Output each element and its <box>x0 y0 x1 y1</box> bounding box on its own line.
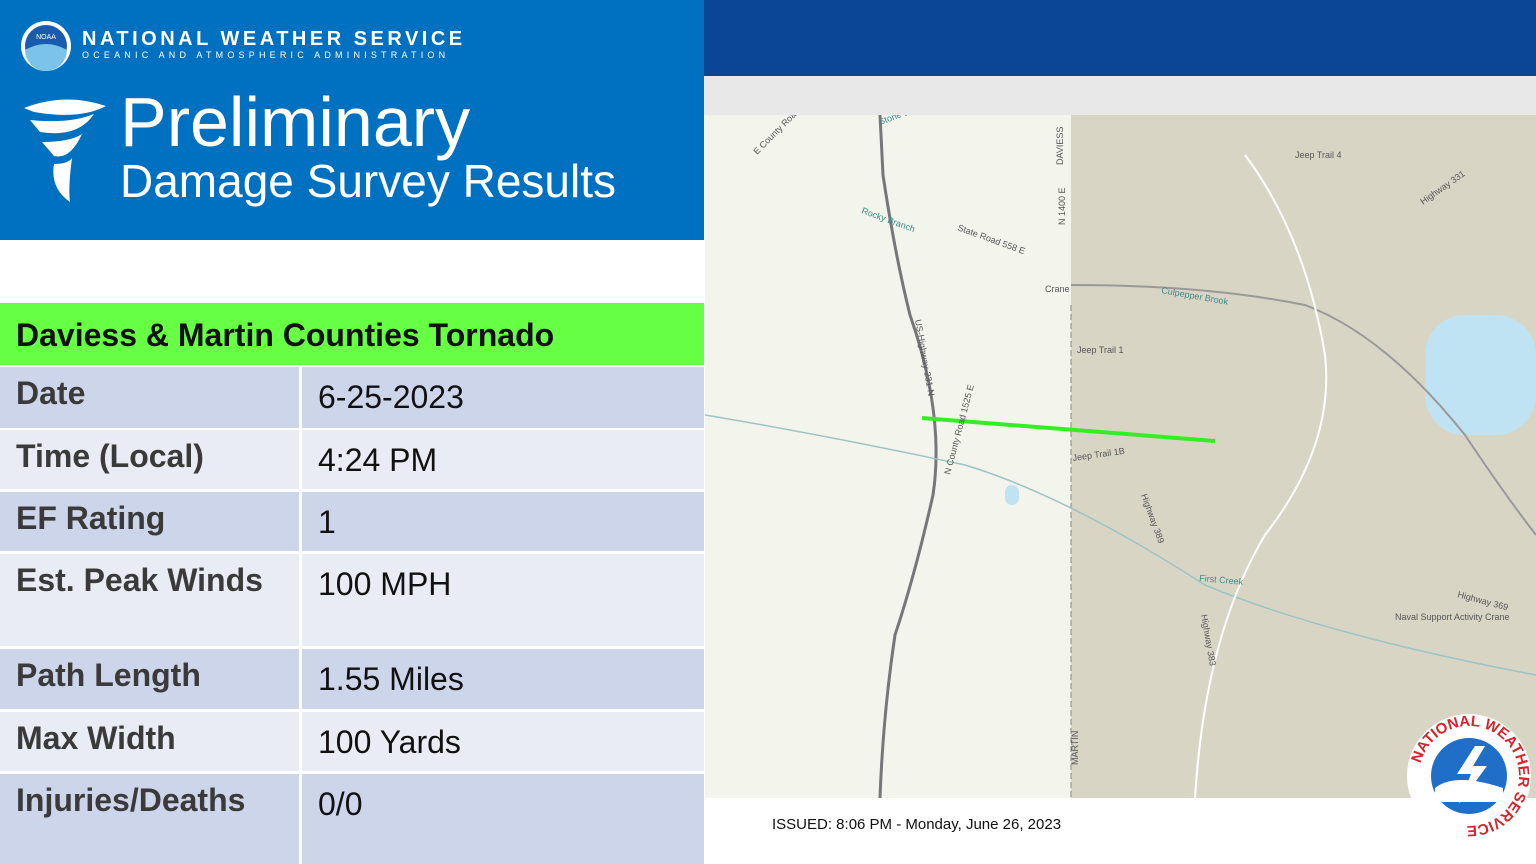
row-label: Date <box>0 367 299 428</box>
row-label: Time (Local) <box>0 430 299 489</box>
row-value: 4:24 PM <box>302 430 704 489</box>
table-title: Daviess & Martin Counties Tornado <box>0 303 704 365</box>
grey-band <box>704 76 1536 115</box>
tornado-icon <box>24 99 106 202</box>
map-label: DAVIESS <box>1055 127 1065 165</box>
nws-badge: NATIONAL WEATHER SERVICE <box>1407 713 1532 839</box>
row-value: 100 MPH <box>302 554 704 646</box>
row-value: 6-25-2023 <box>302 367 704 428</box>
row-label: Est. Peak Winds <box>0 554 299 646</box>
row-label: EF Rating <box>0 492 299 551</box>
map-label: Jeep Trail 1 <box>1077 345 1124 355</box>
header: NOAA NATIONAL WEATHER SERVICE OCEANIC AN… <box>0 0 704 240</box>
row-value: 1 <box>302 492 704 551</box>
map-label: MARTIN <box>1070 731 1080 765</box>
map-label: Crane <box>1045 284 1070 294</box>
row-label: Path Length <box>0 649 299 709</box>
row-value: 100 Yards <box>302 712 704 771</box>
org-subname: OCEANIC AND ATMOSPHERIC ADMINISTRATION <box>82 50 450 60</box>
row-value: 1.55 Miles <box>302 649 704 709</box>
issued: ISSUED: 8:06 PM - Monday, June 26, 2023 <box>772 816 1062 833</box>
row-label: Max Width <box>0 712 299 771</box>
map-label: First Creek <box>1199 573 1244 587</box>
subtitle: Damage Survey Results <box>120 155 616 207</box>
top-band <box>704 0 1536 76</box>
org-name: NATIONAL WEATHER SERVICE <box>82 28 466 50</box>
map-label: Jeep Trail 4 <box>1295 150 1342 160</box>
title: Preliminary <box>120 83 471 161</box>
logo-text: NOAA <box>36 34 56 41</box>
noaa-logo: NOAA <box>21 21 71 71</box>
map-label: N 1400 E <box>1057 187 1067 225</box>
map-label: Naval Support Activity Crane <box>1395 612 1510 622</box>
row-value: 0/0 <box>302 774 704 864</box>
row-label: Injuries/Deaths <box>0 774 299 864</box>
